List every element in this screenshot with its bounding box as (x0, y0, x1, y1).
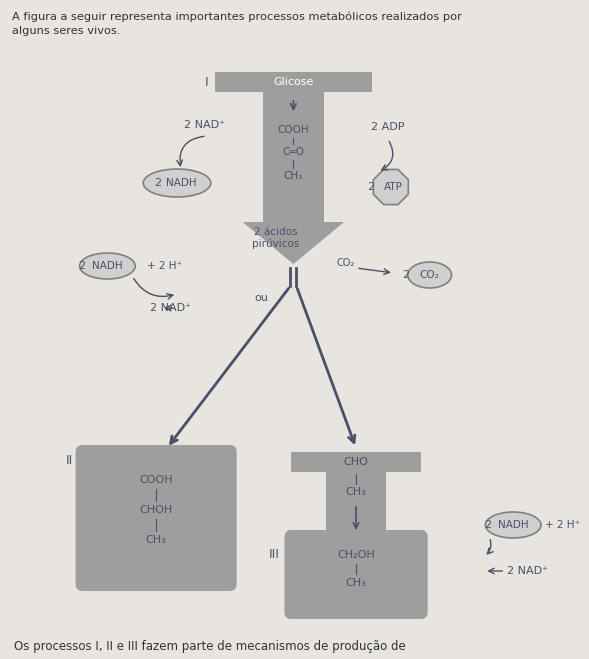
Text: C═O: C═O (283, 147, 305, 157)
Text: CO₂: CO₂ (420, 270, 439, 280)
Text: 2 ADP: 2 ADP (371, 122, 405, 132)
Text: CH₃: CH₃ (145, 535, 167, 545)
Text: II: II (65, 453, 72, 467)
Text: + 2 H⁺: + 2 H⁺ (545, 520, 580, 530)
Text: CHO: CHO (343, 457, 369, 467)
Ellipse shape (143, 169, 211, 197)
Text: A figura a seguir representa importantes processos metabólicos realizados por
al: A figura a seguir representa importantes… (12, 12, 462, 36)
Text: COOH: COOH (277, 125, 309, 135)
Text: CH₃: CH₃ (284, 171, 303, 181)
Text: COOH: COOH (140, 475, 173, 485)
Text: Os processos I, II e III fazem parte de mecanismos de produção de: Os processos I, II e III fazem parte de … (14, 640, 406, 653)
Text: Glicose: Glicose (273, 77, 313, 87)
Text: ou: ou (254, 293, 269, 303)
Ellipse shape (485, 512, 541, 538)
Text: ATP: ATP (385, 182, 403, 192)
FancyBboxPatch shape (75, 445, 237, 591)
Polygon shape (373, 169, 408, 204)
Text: NADH: NADH (166, 178, 196, 188)
Bar (263, 92, 324, 222)
Text: 2 NAD⁺: 2 NAD⁺ (184, 120, 226, 130)
Text: 2: 2 (367, 182, 374, 192)
Polygon shape (243, 222, 344, 264)
Text: NADH: NADH (498, 520, 528, 530)
Text: NADH: NADH (92, 261, 123, 271)
Text: 2 NAD⁺: 2 NAD⁺ (150, 303, 191, 313)
Text: 2: 2 (402, 270, 409, 280)
Text: 2: 2 (484, 520, 491, 530)
Text: CO₂: CO₂ (337, 258, 355, 268)
Text: CH₃: CH₃ (346, 487, 366, 497)
Text: CHOH: CHOH (140, 505, 173, 515)
Text: III: III (269, 548, 279, 561)
Text: 2 ácidos
pirúvicos: 2 ácidos pirúvicos (252, 227, 299, 249)
Text: CH₂OH: CH₂OH (337, 550, 375, 560)
Text: I: I (205, 76, 209, 88)
Bar (215, 72, 372, 92)
Text: 2: 2 (154, 178, 161, 188)
Text: 2: 2 (78, 261, 85, 271)
Text: CH₃: CH₃ (346, 578, 366, 588)
Bar (326, 472, 386, 537)
Ellipse shape (80, 253, 135, 279)
Text: + 2 H⁺: + 2 H⁺ (147, 261, 182, 271)
Ellipse shape (408, 262, 452, 288)
Bar (292, 452, 421, 472)
Text: 2 NAD⁺: 2 NAD⁺ (507, 566, 548, 576)
FancyBboxPatch shape (284, 530, 428, 619)
